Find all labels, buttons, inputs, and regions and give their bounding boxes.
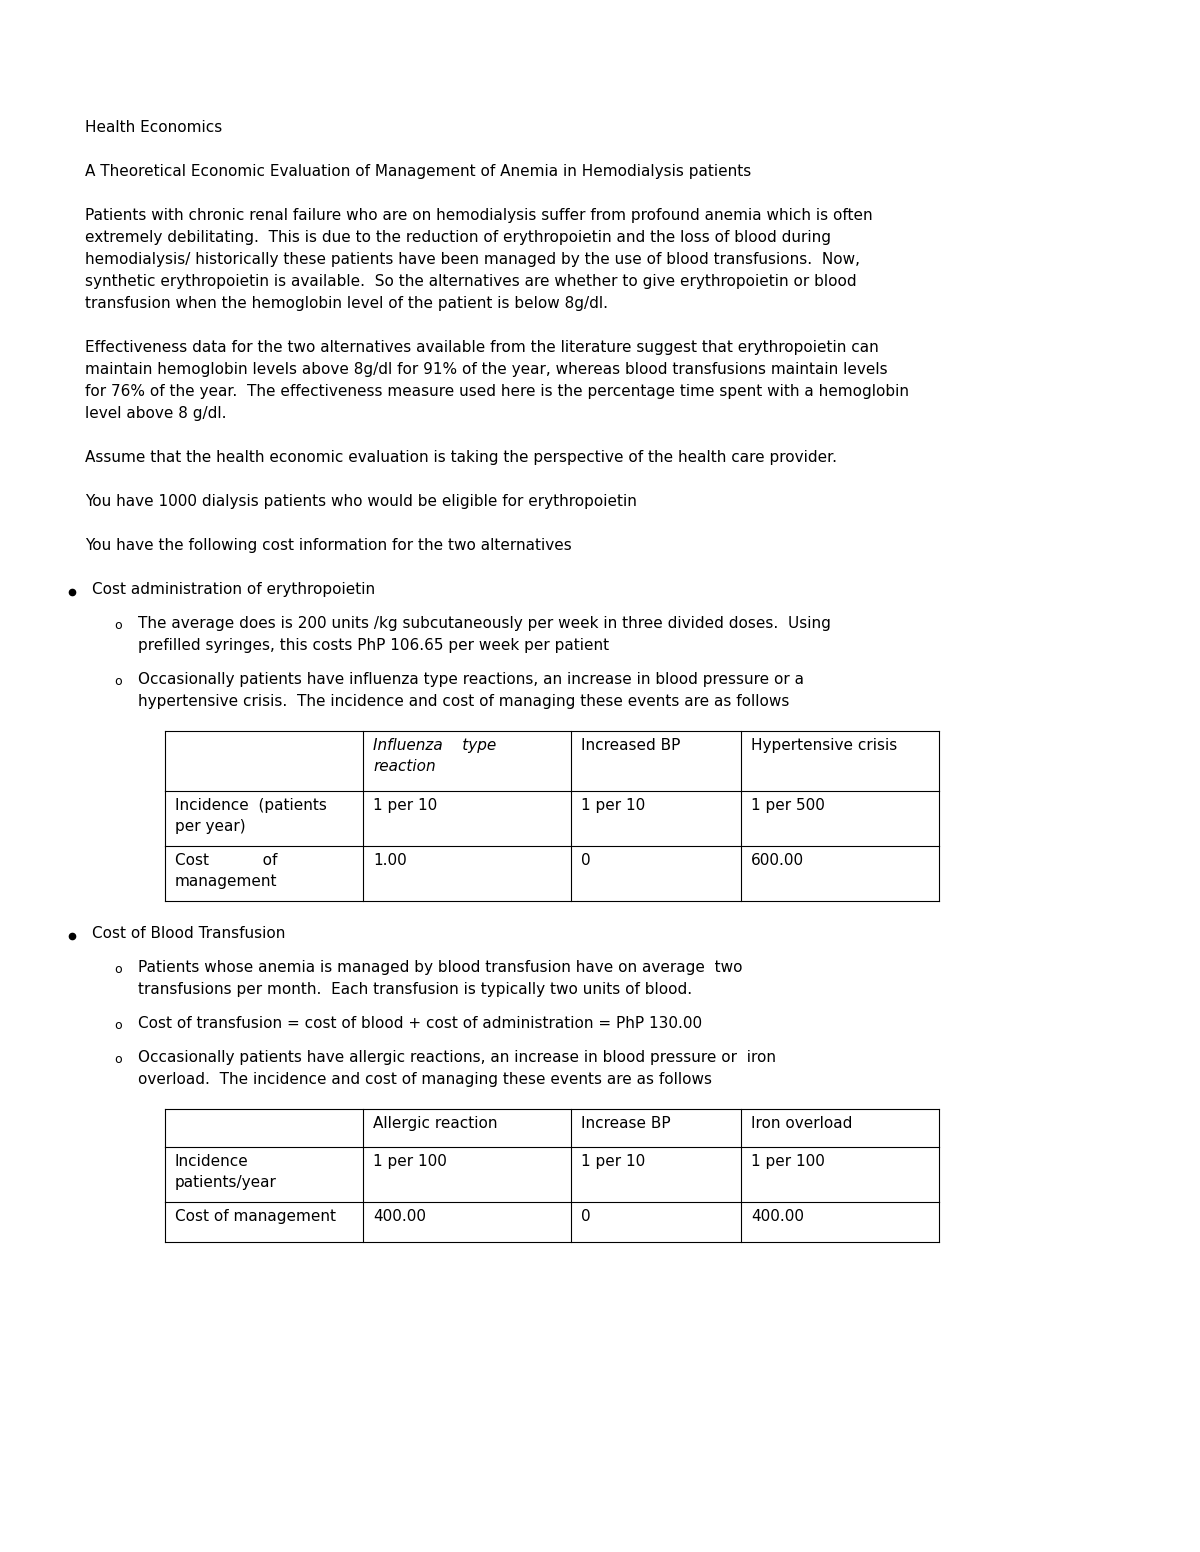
Text: o: o (114, 675, 122, 689)
Text: Incidence: Incidence (175, 1155, 248, 1169)
Text: 1 per 10: 1 per 10 (373, 798, 437, 813)
Text: 1 per 100: 1 per 100 (373, 1155, 446, 1169)
Text: Increased BP: Increased BP (581, 739, 680, 753)
Text: Patients whose anemia is managed by blood transfusion have on average  two: Patients whose anemia is managed by bloo… (138, 961, 743, 975)
Text: 600.00: 600.00 (751, 854, 804, 868)
Text: hemodialysis/ historically these patients have been managed by the use of blood : hemodialysis/ historically these patient… (85, 251, 860, 267)
Text: Cost administration of erythropoietin: Cost administration of erythropoietin (92, 582, 376, 598)
Text: Assume that the health economic evaluation is taking the perspective of the heal: Assume that the health economic evaluati… (85, 450, 838, 466)
Text: Occasionally patients have influenza type reactions, an increase in blood pressu: Occasionally patients have influenza typ… (138, 672, 804, 688)
Text: 0: 0 (581, 854, 590, 868)
Text: 1.00: 1.00 (373, 854, 407, 868)
Text: Allergic reaction: Allergic reaction (373, 1116, 498, 1131)
Text: reaction: reaction (373, 759, 436, 774)
Text: A Theoretical Economic Evaluation of Management of Anemia in Hemodialysis patien: A Theoretical Economic Evaluation of Man… (85, 165, 751, 178)
Text: management: management (175, 874, 277, 889)
Text: prefilled syringes, this costs PhP 106.65 per week per patient: prefilled syringes, this costs PhP 106.6… (138, 638, 610, 653)
Text: You have 1000 dialysis patients who would be eligible for erythropoietin: You have 1000 dialysis patients who woul… (85, 494, 637, 509)
Text: Cost of management: Cost of management (175, 1209, 336, 1225)
Text: o: o (114, 964, 122, 976)
Text: level above 8 g/dl.: level above 8 g/dl. (85, 407, 227, 421)
Text: Incidence  (patients: Incidence (patients (175, 798, 326, 813)
Text: Cost of transfusion = cost of blood + cost of administration = PhP 130.00: Cost of transfusion = cost of blood + co… (138, 1017, 702, 1031)
Text: Hypertensive crisis: Hypertensive crisis (751, 739, 898, 753)
Text: Influenza    type: Influenza type (373, 739, 497, 753)
Text: Patients with chronic renal failure who are on hemodialysis suffer from profound: Patients with chronic renal failure who … (85, 208, 872, 223)
Text: synthetic erythropoietin is available.  So the alternatives are whether to give : synthetic erythropoietin is available. S… (85, 275, 857, 289)
Text: transfusion when the hemoglobin level of the patient is below 8g/dl.: transfusion when the hemoglobin level of… (85, 296, 608, 310)
Text: Occasionally patients have allergic reactions, an increase in blood pressure or : Occasionally patients have allergic reac… (138, 1051, 776, 1065)
Text: Health Economics: Health Economics (85, 120, 222, 135)
Text: hypertensive crisis.  The incidence and cost of managing these events are as fol: hypertensive crisis. The incidence and c… (138, 694, 790, 709)
Text: patients/year: patients/year (175, 1175, 277, 1190)
Text: Effectiveness data for the two alternatives available from the literature sugges: Effectiveness data for the two alternati… (85, 340, 878, 355)
Text: o: o (114, 1020, 122, 1032)
Text: 400.00: 400.00 (751, 1209, 804, 1225)
Text: overload.  The incidence and cost of managing these events are as follows: overload. The incidence and cost of mana… (138, 1072, 712, 1086)
Text: o: o (114, 1054, 122, 1066)
Text: maintain hemoglobin levels above 8g/dl for 91% of the year, whereas blood transf: maintain hemoglobin levels above 8g/dl f… (85, 362, 888, 377)
Text: o: o (114, 619, 122, 632)
Text: Increase BP: Increase BP (581, 1116, 671, 1131)
Text: 0: 0 (581, 1209, 590, 1225)
Text: You have the following cost information for the two alternatives: You have the following cost information … (85, 539, 571, 553)
Text: Cost           of: Cost of (175, 854, 277, 868)
Text: 1 per 10: 1 per 10 (581, 1155, 646, 1169)
Text: transfusions per month.  Each transfusion is typically two units of blood.: transfusions per month. Each transfusion… (138, 982, 692, 996)
Text: per year): per year) (175, 819, 246, 833)
Text: extremely debilitating.  This is due to the reduction of erythropoietin and the : extremely debilitating. This is due to t… (85, 230, 830, 245)
Text: 1 per 500: 1 per 500 (751, 798, 824, 813)
Text: 1 per 100: 1 per 100 (751, 1155, 824, 1169)
Text: Iron overload: Iron overload (751, 1116, 852, 1131)
Text: The average does is 200 units /kg subcutaneously per week in three divided doses: The average does is 200 units /kg subcut… (138, 616, 830, 632)
Text: 1 per 10: 1 per 10 (581, 798, 646, 813)
Text: for 76% of the year.  The effectiveness measure used here is the percentage time: for 76% of the year. The effectiveness m… (85, 383, 910, 399)
Text: 400.00: 400.00 (373, 1209, 426, 1225)
Text: Cost of Blood Transfusion: Cost of Blood Transfusion (92, 927, 286, 941)
